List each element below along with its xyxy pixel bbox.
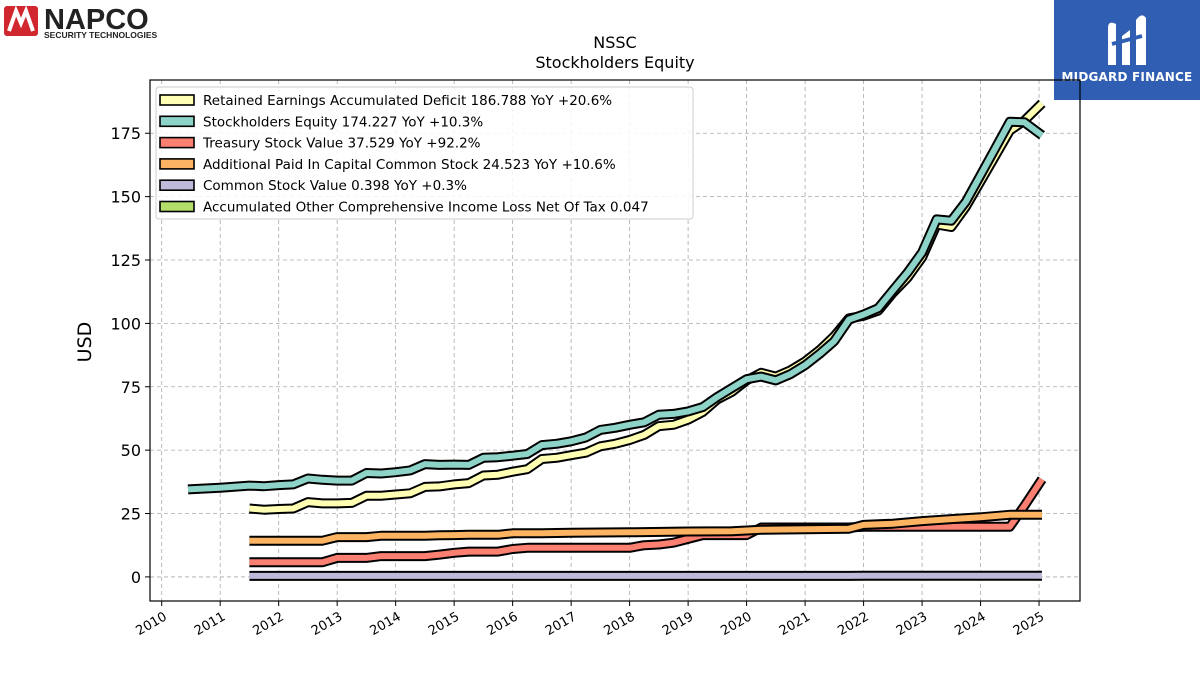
x-tick-label-9: 2019 bbox=[660, 609, 696, 639]
x-tick-label-2: 2012 bbox=[251, 609, 287, 639]
x-tick-label-14: 2024 bbox=[952, 609, 988, 639]
x-tick-label-10: 2020 bbox=[718, 609, 754, 639]
x-tick-label-6: 2016 bbox=[484, 609, 520, 639]
x-tick-label-15: 2025 bbox=[1011, 609, 1047, 639]
legend-swatch-5 bbox=[159, 200, 195, 213]
legend-swatch-1 bbox=[159, 115, 195, 128]
napco-logo-graphic: NAPCO SECURITY TECHNOLOGIES bbox=[4, 4, 158, 40]
chart-title: NSSC bbox=[593, 33, 636, 52]
legend-swatch-3 bbox=[159, 158, 195, 170]
legend-label-5: Accumulated Other Comprehensive Income L… bbox=[203, 200, 649, 216]
x-tick-label-4: 2014 bbox=[368, 609, 404, 639]
x-tick-label-0: 2010 bbox=[134, 609, 170, 639]
legend-swatch-4 bbox=[159, 179, 195, 191]
napco-logo-mark-stripe bbox=[7, 5, 35, 32]
x-tick-label-13: 2023 bbox=[894, 609, 930, 639]
napco-logo-text: NAPCO bbox=[44, 4, 149, 36]
series-group bbox=[187, 99, 1047, 581]
legend-swatch-0 bbox=[159, 94, 195, 106]
midgard-finance-logo: MIDGARD FINANCE bbox=[1054, 0, 1200, 100]
napco-logo: NAPCO SECURITY TECHNOLOGIES bbox=[4, 4, 214, 40]
y-tick-label-5: 125 bbox=[110, 251, 141, 270]
midgard-logo-text: MIDGARD FINANCE bbox=[1061, 70, 1193, 84]
x-tick-label-11: 2021 bbox=[777, 609, 813, 639]
legend-label-0: Retained Earnings Accumulated Deficit 18… bbox=[203, 93, 612, 109]
x-tick-label-1: 2011 bbox=[192, 609, 228, 639]
napco-logo-subtext: SECURITY TECHNOLOGIES bbox=[44, 30, 158, 40]
legend-swatch-2 bbox=[159, 136, 195, 149]
y-tick-label-3: 75 bbox=[121, 378, 141, 397]
legend-box bbox=[155, 86, 694, 220]
series-line-1 bbox=[187, 118, 1044, 493]
legend-label-3: Additional Paid In Capital Common Stock … bbox=[203, 157, 616, 173]
y-ticks: 0 25 50 75 100 125 150 175 bbox=[110, 124, 150, 587]
y-tick-label-6: 150 bbox=[110, 188, 141, 207]
x-tick-label-5: 2015 bbox=[426, 609, 462, 639]
legend-label-2: Treasury Stock Value 37.529 YoY +92.2% bbox=[202, 136, 481, 152]
y-tick-label-1: 25 bbox=[121, 505, 141, 524]
plot-frame bbox=[149, 79, 1081, 602]
y-tick-label-7: 175 bbox=[110, 124, 141, 143]
midgard-logo-icon bbox=[1108, 15, 1146, 66]
legend-label-1: Stockholders Equity 174.227 YoY +10.3% bbox=[203, 114, 483, 130]
series-line-3 bbox=[249, 511, 1042, 544]
x-ticks: 2010 2011 2012 2013 2014 2015 2016 2017 2018 2019… bbox=[134, 601, 1047, 639]
y-axis-label: USD bbox=[74, 322, 96, 363]
y-tick-label-4: 100 bbox=[110, 314, 141, 333]
x-tick-label-8: 2018 bbox=[601, 609, 637, 639]
x-tick-label-12: 2022 bbox=[835, 609, 871, 639]
x-tick-label-3: 2013 bbox=[309, 609, 345, 639]
legend: Retained Earnings Accumulated Deficit 18… bbox=[155, 86, 694, 220]
y-tick-label-0: 0 bbox=[131, 568, 141, 587]
chart-subtitle: Stockholders Equity bbox=[535, 53, 694, 72]
legend-label-4: Common Stock Value 0.398 YoY +0.3% bbox=[203, 178, 467, 194]
x-tick-label-7: 2017 bbox=[543, 609, 579, 639]
y-tick-label-2: 50 bbox=[121, 441, 141, 460]
